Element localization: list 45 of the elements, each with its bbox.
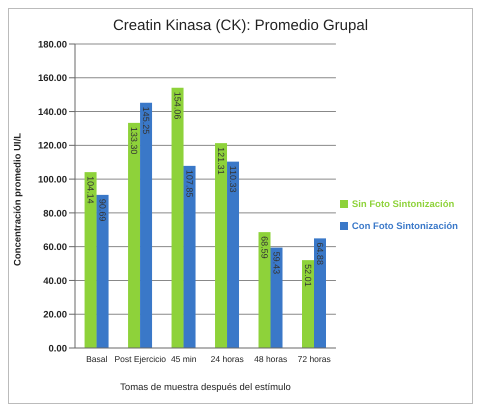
x-tick-label: 48 horas [254,354,288,364]
data-label: 59.43 [272,252,282,274]
y-tick-label: 0.00 [48,343,67,354]
y-tick-label: 20.00 [43,310,67,321]
y-axis-title: Concentración promedio UI/L [12,132,24,266]
data-label: 64.88 [315,242,325,265]
x-tick-label: Post Ejercicio [114,354,166,364]
legend-label: Con Foto Sintonización [352,221,458,232]
y-tick-label: 160.00 [38,73,67,84]
data-label: 90.69 [98,198,108,222]
bar [84,172,97,348]
data-label: 145.25 [141,106,152,134]
x-tick-label: 45 min [170,354,197,364]
data-label: 104.14 [86,176,96,204]
bar [215,143,228,348]
y-tick-label: 100.00 [38,174,67,186]
x-tick-label: 24 horas [210,354,244,364]
data-label: 110.33 [228,166,238,193]
data-label: 107.85 [184,170,195,198]
bar [258,232,271,348]
bar [270,248,283,348]
bar [128,122,140,348]
y-tick-label: 120.00 [38,140,67,152]
chart-title: Creatin Kinasa (CK): Promedio Grupal [112,17,370,34]
data-label: 52.01 [303,264,313,287]
bar [184,166,196,348]
x-axis-title: Tomas de muestra después del estímulo [120,382,291,393]
bar [314,238,326,348]
legend-label: Sin Foto Sintonización [352,199,454,210]
y-tick-label: 40.00 [43,276,67,287]
bar [302,260,314,348]
data-label: 121.31 [216,147,226,175]
bar [227,162,240,348]
bar [172,88,184,348]
bar [96,194,109,348]
y-tick-label: 80.00 [43,208,67,220]
x-tick-label: 72 horas [298,354,331,364]
y-tick-label: 180.00 [38,39,67,50]
data-label: 68.59 [260,236,270,259]
y-tick-label: 140.00 [38,106,67,118]
y-tick-label: 60.00 [43,242,67,254]
bar [140,102,152,348]
data-label: 133.30 [129,126,140,154]
data-label: 154.06 [172,92,183,120]
x-tick-label: Basal [86,354,108,364]
